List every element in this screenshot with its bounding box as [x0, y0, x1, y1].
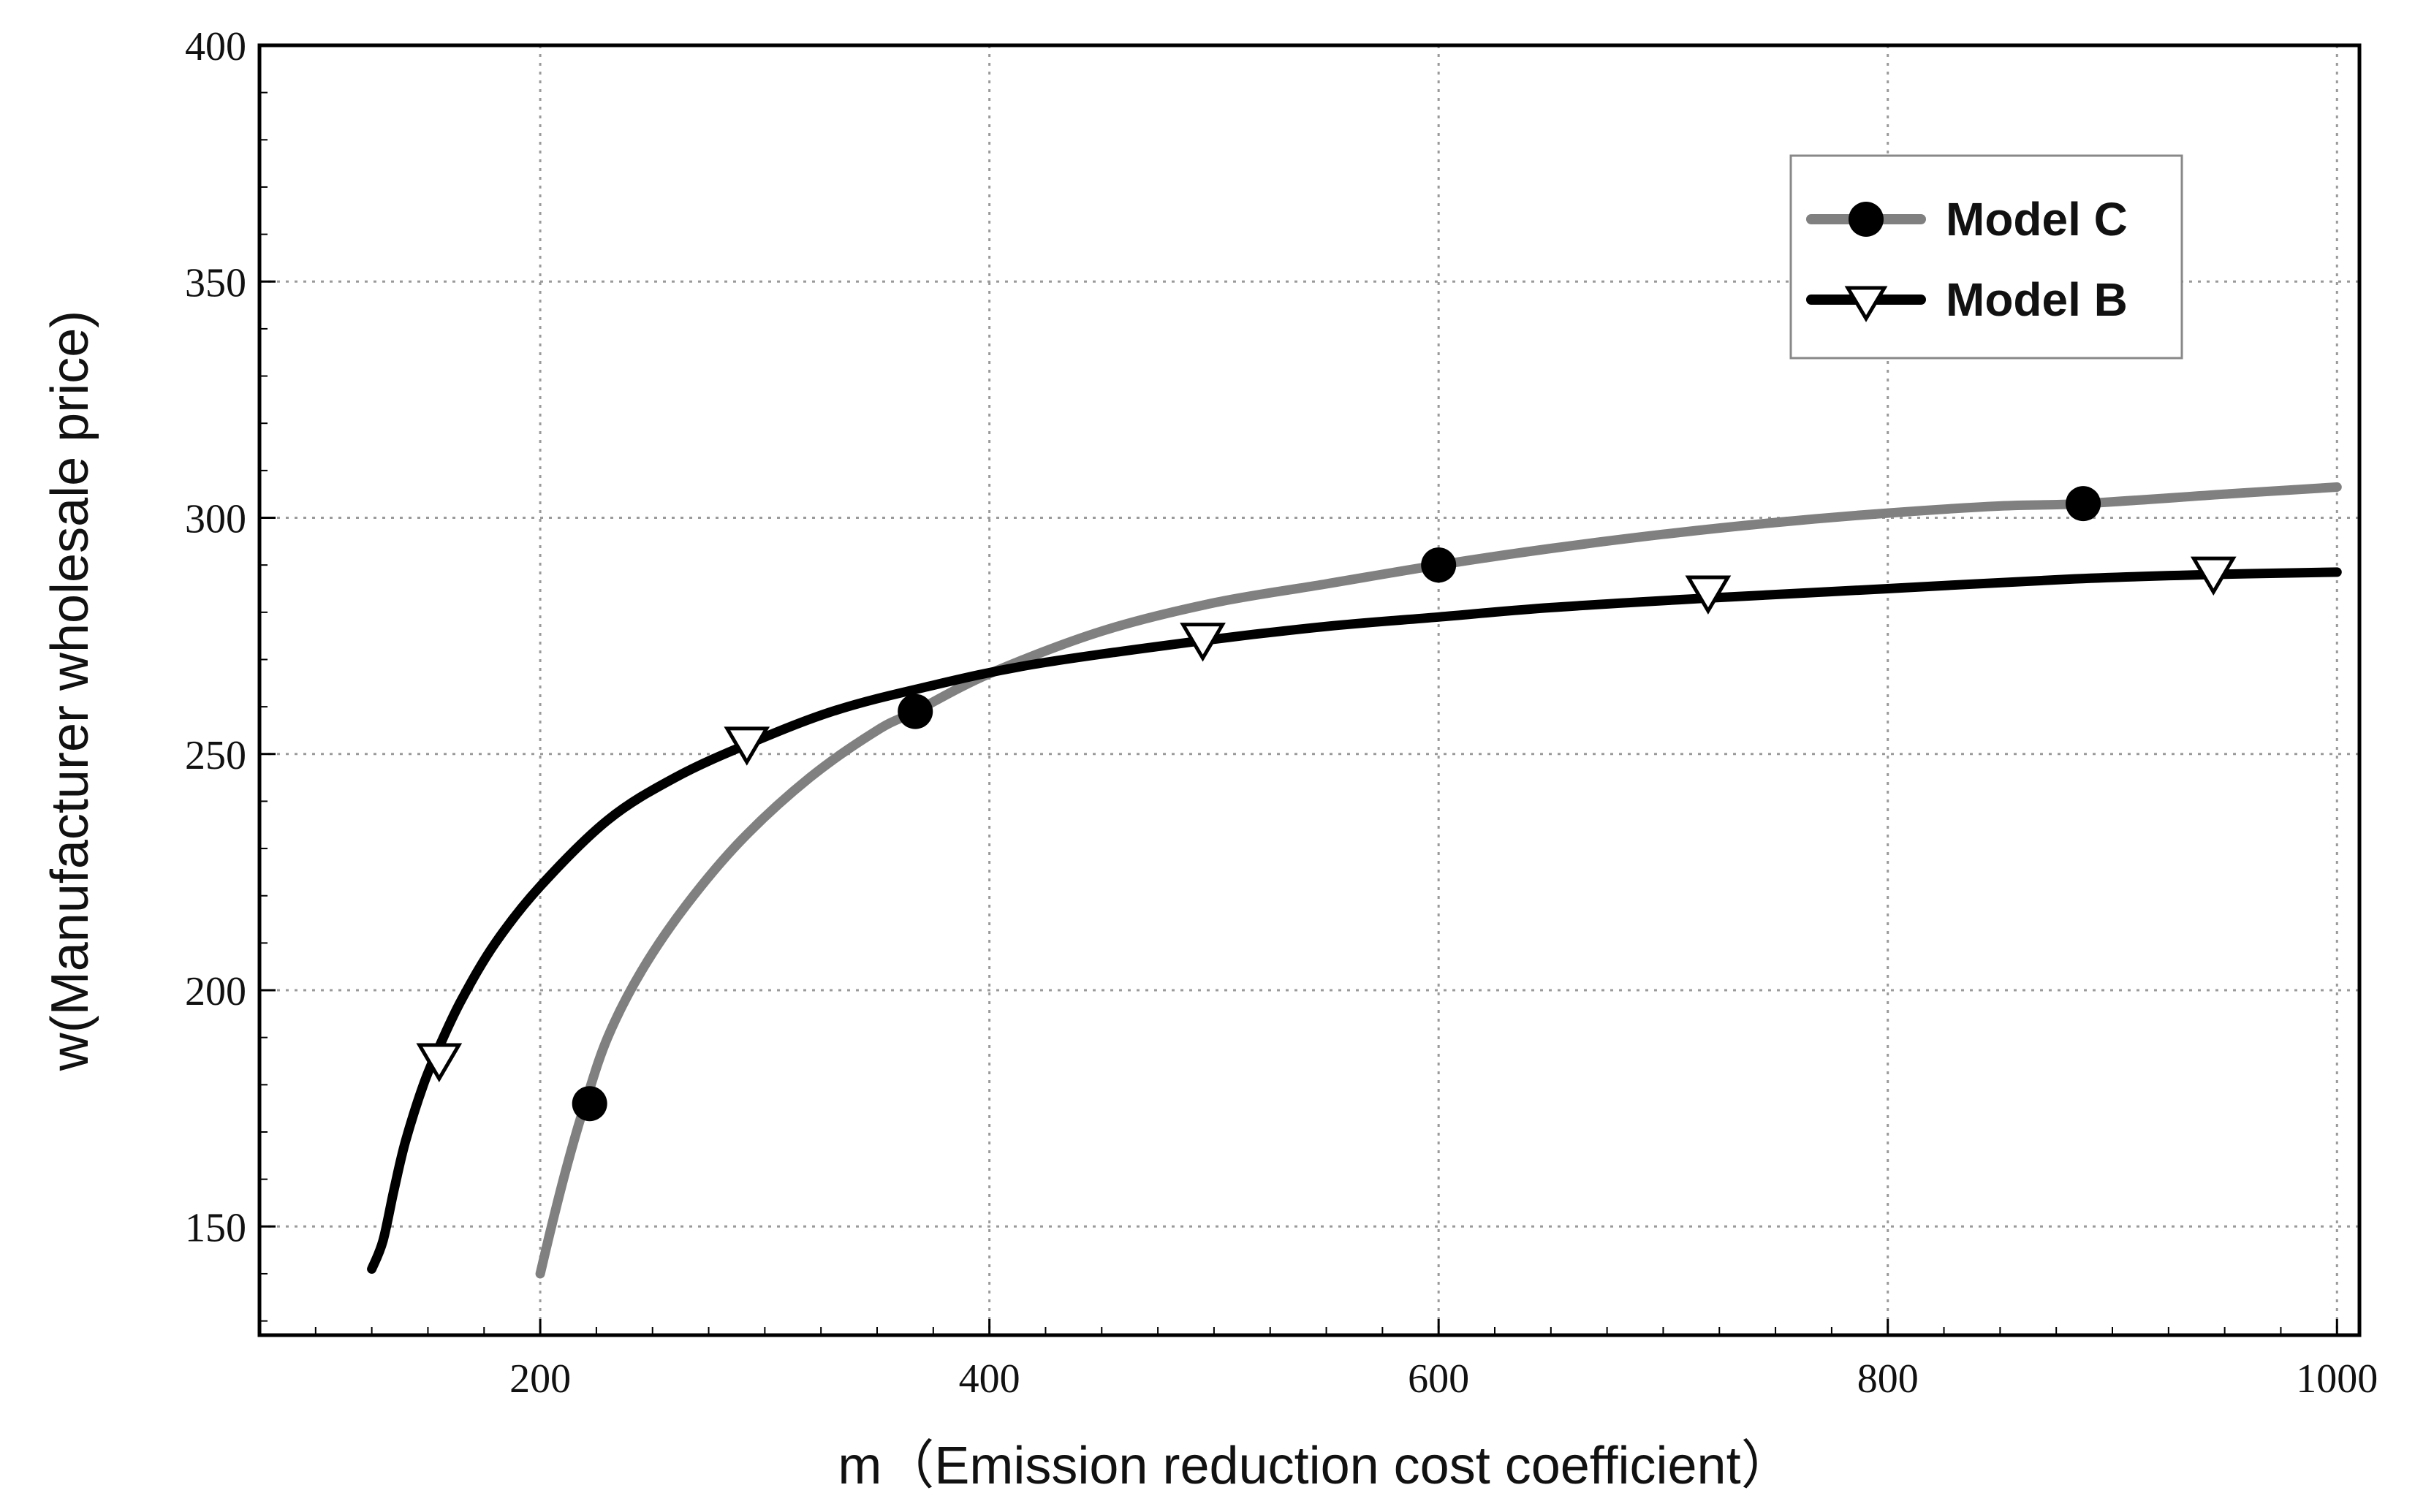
legend-box: [1789, 154, 2183, 360]
data-point-model-b: [1685, 575, 1732, 615]
y-axis-title: w(Manufacturer wholesale price): [41, 311, 99, 1071]
x-axis-title: m（Emission reduction cost coefficient）: [838, 1437, 1793, 1495]
legend-marker-model-b: [1844, 286, 1888, 322]
x-axis-ticks: 200 400 600 800 1000: [314, 1319, 2378, 1402]
data-point-model-c: [572, 1086, 607, 1122]
y-tick-label: 200: [185, 969, 246, 1014]
x-tick-label: 600: [1408, 1356, 1469, 1402]
y-tick-label: 300: [185, 497, 246, 542]
y-tick-label: 150: [185, 1205, 246, 1250]
x-tick-label: 800: [1857, 1356, 1919, 1402]
data-point-model-b: [724, 726, 770, 766]
legend-marker-model-c: [1849, 202, 1884, 237]
y-tick-label: 400: [185, 24, 246, 69]
series-lines: [367, 482, 2342, 1279]
series-markers: [416, 486, 2237, 1122]
y-tick-label: 350: [185, 260, 246, 305]
series-line-model-c: [535, 482, 2342, 1279]
data-point-model-c: [898, 694, 933, 729]
data-point-model-b: [416, 1043, 463, 1082]
series-line-model-b: [367, 567, 2342, 1274]
data-point-model-b: [2190, 556, 2237, 596]
plot-frame: [257, 43, 2362, 1337]
x-tick-label: 400: [959, 1356, 1020, 1402]
y-tick-label: 250: [185, 733, 246, 778]
y-axis-ticks: 150 200 250 300 350 400: [185, 24, 276, 1322]
x-tick-label: 1000: [2296, 1356, 2378, 1402]
data-point-model-b: [1180, 623, 1226, 662]
legend-label-model-c: Model C: [1946, 193, 2128, 246]
data-point-model-c: [1421, 547, 1457, 583]
data-point-model-c: [2066, 486, 2101, 522]
legend: Model C Model B: [1789, 154, 2183, 360]
x-tick-label: 200: [509, 1356, 571, 1402]
legend-label-model-b: Model B: [1946, 273, 2128, 326]
